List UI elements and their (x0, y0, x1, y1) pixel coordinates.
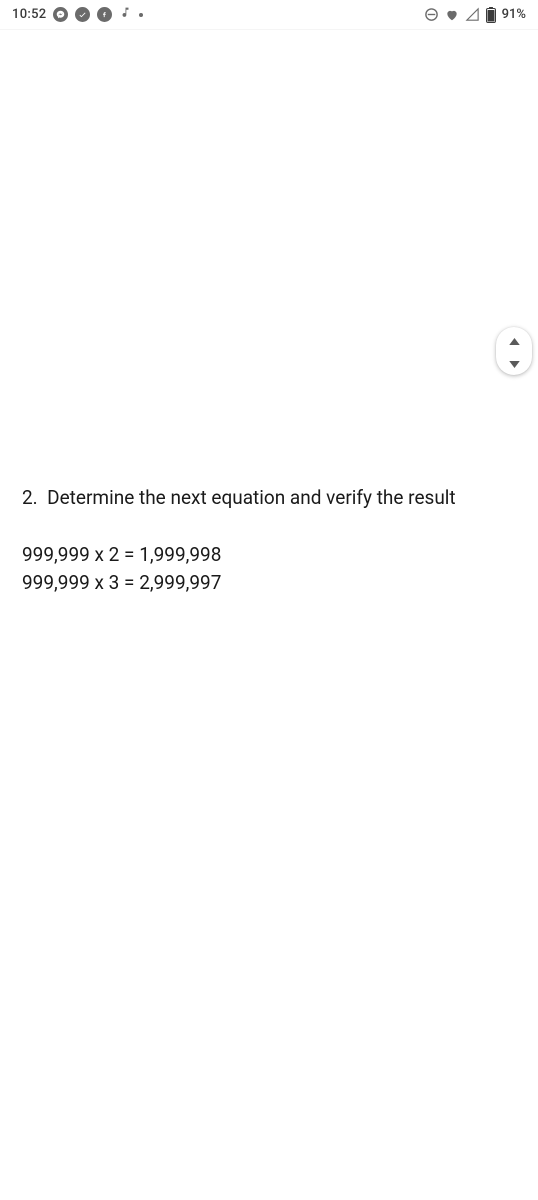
status-bar: 10:52 91% (0, 0, 538, 30)
notification-icon (75, 7, 90, 22)
question-number: 2. (22, 486, 38, 509)
question-content: 2. Determine the next equation and verif… (22, 484, 516, 598)
signal-icon (465, 7, 480, 22)
equation-line: 999,999 x 2 = 1,999,998 (22, 541, 516, 570)
battery-percent: 91% (502, 7, 526, 22)
status-time: 10:52 (12, 7, 46, 22)
equation-line: 999,999 x 3 = 2,999,997 (22, 569, 516, 598)
chevron-down-icon[interactable] (509, 353, 520, 372)
music-note-icon (119, 6, 132, 23)
battery-icon (486, 7, 496, 23)
question-line: 2. Determine the next equation and verif… (22, 484, 516, 513)
facebook-icon (97, 7, 112, 22)
question-text: Determine the next equation and verify t… (47, 486, 456, 509)
scroll-control[interactable] (496, 327, 532, 375)
messenger-icon (53, 7, 68, 22)
status-right: 91% (424, 7, 526, 23)
heart-icon (445, 8, 459, 22)
dnd-icon (424, 7, 439, 22)
chevron-up-icon[interactable] (509, 330, 520, 349)
more-notifications-dot (139, 13, 143, 17)
equations-block: 999,999 x 2 = 1,999,998 999,999 x 3 = 2,… (22, 541, 516, 598)
status-left: 10:52 (12, 6, 143, 23)
